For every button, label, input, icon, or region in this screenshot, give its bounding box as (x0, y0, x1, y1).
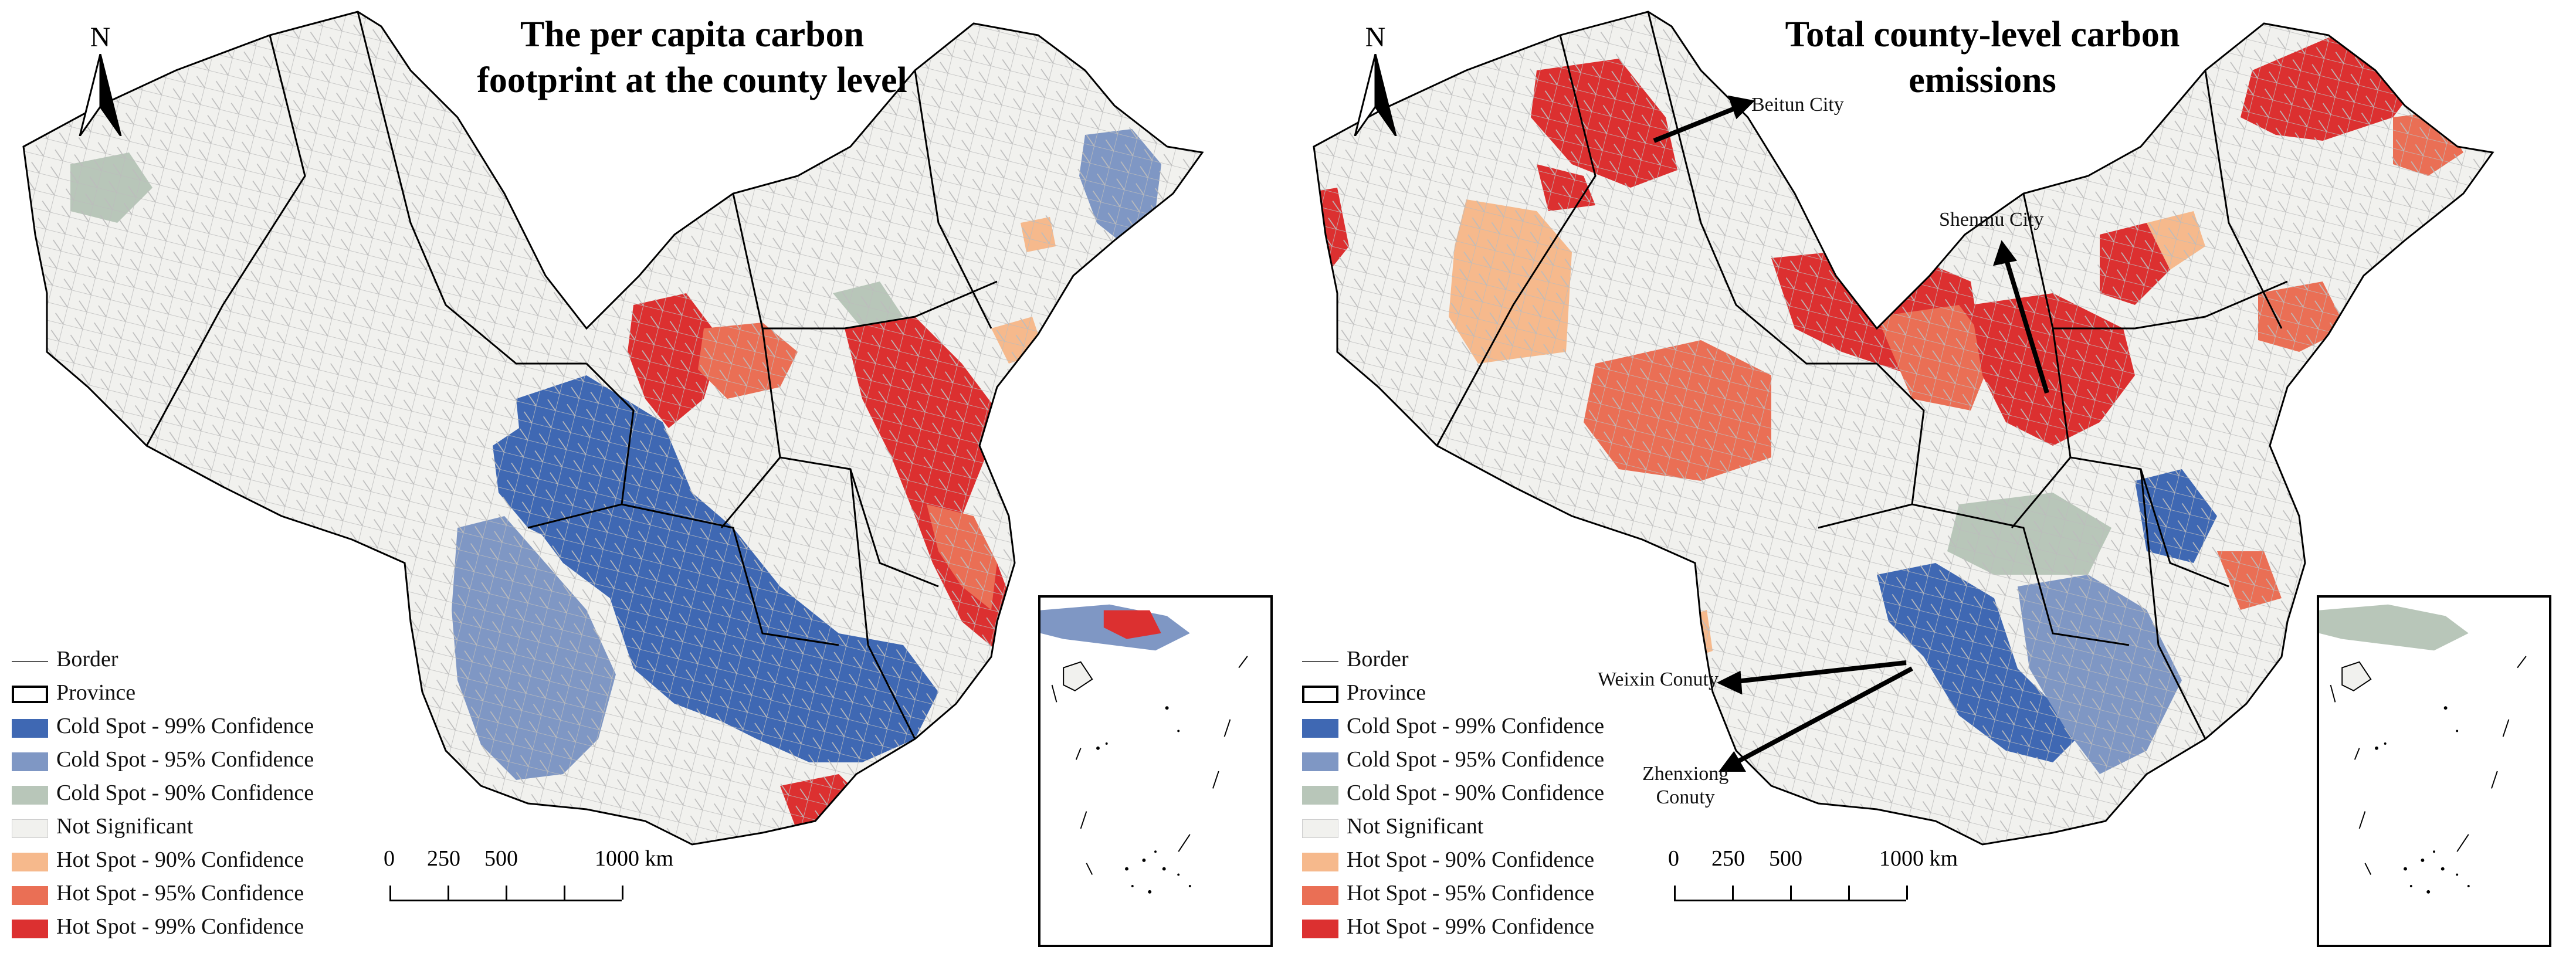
total-emissions-map-panel: Total county-level carbon emissions N Be… (1290, 0, 2575, 960)
not-significant-swatch (12, 819, 48, 838)
legend-item-province: Province (8, 677, 384, 711)
scale-tick-label: 500 (484, 846, 518, 871)
cold-95-swatch (1302, 752, 1338, 771)
annotation-weixin-county: Weixin Conuty (1598, 669, 1719, 690)
legend-item-cold-90: Cold Spot - 90% Confidence (8, 778, 384, 811)
not-significant-swatch (1302, 819, 1338, 838)
legend-item-not-significant: Not Significant (8, 811, 384, 844)
scale-tick-label: 250 (1711, 846, 1745, 871)
legend-item-hot-90: Hot Spot - 90% Confidence (1299, 844, 1674, 878)
legend-item-cold-95: Cold Spot - 95% Confidence (8, 744, 384, 778)
annotation-shenmu-city: Shenmu City (1939, 209, 2044, 230)
inset-map (2319, 604, 2527, 894)
border-line-icon (1302, 661, 1338, 662)
province-lines (22, 11, 1204, 846)
scale-bar-line (1674, 886, 1906, 901)
cold-95-swatch (12, 752, 48, 771)
north-label: N (90, 22, 111, 53)
north-arrow: N (1349, 21, 1402, 136)
inset-map (1040, 604, 1248, 894)
annotation-beitun-city: Beitun City (1751, 94, 1844, 116)
province-box-icon (12, 686, 48, 703)
per-capita-map-panel: The per capita carbon footprint at the c… (0, 0, 1284, 960)
cold-99-swatch (1302, 719, 1338, 738)
south-china-sea-inset (2317, 595, 2551, 947)
legend-item-hot-99: Hot Spot - 99% Confidence (1299, 911, 1674, 945)
scale-tick-label: 0 (1668, 846, 1679, 871)
legend-item-cold-99: Cold Spot - 99% Confidence (1299, 711, 1674, 744)
legend-item-hot-99: Hot Spot - 99% Confidence (8, 911, 384, 945)
scale-tick-label: 1000 km (595, 846, 674, 871)
scale-bar-line (389, 886, 622, 901)
scale-bar: 0 250 500 1000 km (1666, 846, 1958, 910)
legend-item-cold-99: Cold Spot - 99% Confidence (8, 711, 384, 744)
map-legend: Border Province Cold Spot - 99% Confiden… (8, 644, 384, 945)
total-emissions-map (1313, 11, 2494, 846)
legend-item-cold-90: Cold Spot - 90% Confidence (1299, 778, 1674, 811)
hot-99-swatch (12, 920, 48, 938)
annotation-zhenxiong-county: Zhenxiong Conuty (1642, 763, 1729, 808)
north-arrow-icon (79, 54, 122, 136)
hot-90-swatch (12, 853, 48, 871)
cold-99-swatch (12, 719, 48, 738)
hot-95-swatch (1302, 886, 1338, 905)
hot-99-swatch (1302, 920, 1338, 938)
province-lines (1313, 11, 2494, 846)
map-title: The per capita carbon footprint at the c… (477, 15, 907, 100)
cold-90-swatch (12, 786, 48, 805)
province-box-icon (1302, 686, 1338, 703)
map-legend: Border Province Cold Spot - 99% Confiden… (1299, 644, 1674, 945)
scale-tick-label: 1000 km (1879, 846, 1958, 871)
legend-item-cold-95: Cold Spot - 95% Confidence (1299, 744, 1674, 778)
scale-tick-label: 500 (1769, 846, 1802, 871)
north-arrow-icon (1354, 54, 1397, 136)
legend-item-hot-90: Hot Spot - 90% Confidence (8, 844, 384, 878)
scale-bar: 0 250 500 1000 km (381, 846, 673, 910)
legend-item-not-significant: Not Significant (1299, 811, 1674, 844)
legend-item-hot-95: Hot Spot - 95% Confidence (8, 878, 384, 911)
annotation-arrows (1653, 95, 2049, 772)
border-line-icon (12, 661, 48, 662)
scale-tick-label: 250 (427, 846, 460, 871)
north-label: N (1365, 22, 1386, 53)
legend-item-border: Border (1299, 644, 1674, 677)
north-arrow: N (74, 21, 127, 136)
hot-90-swatch (1302, 853, 1338, 871)
south-china-sea-inset (1038, 595, 1273, 947)
legend-item-hot-95: Hot Spot - 95% Confidence (1299, 878, 1674, 911)
scale-tick-label: 0 (384, 846, 395, 871)
legend-item-province: Province (1299, 677, 1674, 711)
legend-item-border: Border (8, 644, 384, 677)
map-title: Total county-level carbon emissions (1785, 15, 2180, 100)
cold-90-swatch (1302, 786, 1338, 805)
per-capita-map (22, 11, 1204, 846)
hot-95-swatch (12, 886, 48, 905)
